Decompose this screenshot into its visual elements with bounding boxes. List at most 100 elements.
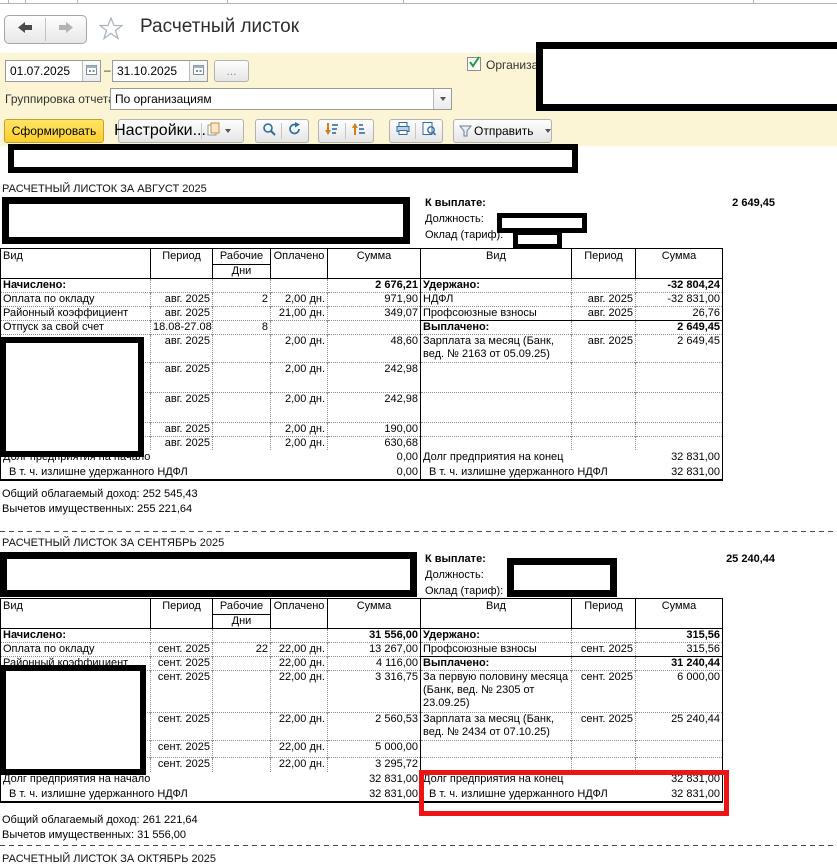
cell: Профсоюзные взносы [420, 642, 572, 657]
print-preview-button[interactable] [416, 120, 441, 142]
cell [420, 362, 572, 393]
salary-label: Оклад (тариф): [425, 229, 504, 241]
cell: авг. 2025 [150, 334, 213, 363]
generate-button[interactable]: Сформировать [4, 119, 104, 143]
back-button[interactable] [5, 16, 45, 43]
redaction-box-organization [536, 42, 837, 111]
search-button[interactable] [256, 120, 281, 142]
cell: 22,00 дн. [270, 642, 328, 657]
cell: 2 676,21 [327, 278, 421, 293]
date-from-value: 01.07.2025 [10, 64, 71, 78]
grid-remnant-tick [403, 0, 404, 4]
cell: 242,98 [327, 362, 421, 393]
cell: 22,00 дн. [270, 740, 328, 758]
cell [420, 740, 572, 758]
table-row: В т. ч. излишне удержанного НДФЛ 0,00 В т.… [1, 465, 723, 480]
cell [571, 740, 636, 758]
cell: 25 240,44 [635, 712, 723, 741]
deductions-line: Вычетов имущественных: 31 556,00 [2, 829, 187, 841]
history-nav [4, 15, 87, 44]
cell: 22,00 дн. [270, 712, 328, 741]
cell [420, 757, 572, 773]
cell [420, 422, 572, 437]
report-variants-icon [207, 122, 221, 141]
cell [571, 392, 636, 423]
grid-remnant-line [0, 3, 837, 4]
period-more-button[interactable]: ... [214, 60, 249, 82]
cell [571, 278, 636, 293]
cell: В т. ч. излишне удержанного НДФЛ [420, 465, 638, 480]
expand-groups-button[interactable] [346, 120, 372, 142]
organization-checkbox[interactable] [467, 56, 481, 71]
calendar-icon [193, 64, 204, 78]
cell: 0,00 [396, 451, 418, 463]
send-dropdown[interactable] [540, 120, 556, 142]
send-button[interactable]: Отправить [453, 119, 552, 143]
cell [212, 712, 271, 741]
cell [571, 656, 636, 671]
printer-icon [396, 122, 410, 140]
cell: 32 831,00 [369, 788, 418, 800]
cell: Районный коэффициент [0, 306, 151, 321]
organization-checkbox-label: Организа [486, 58, 539, 72]
cell: Долг предприятия на конец [420, 450, 638, 465]
cell: За первую половину месяца (Банк, вед. № … [420, 670, 572, 713]
cell: 190,00 [327, 422, 421, 437]
highlight-box [419, 770, 729, 816]
date-to-field[interactable]: 31.10.2025 [112, 60, 208, 82]
collapse-groups-button[interactable] [319, 120, 345, 142]
cell: Удержано: [420, 278, 572, 293]
date-from-field[interactable]: 01.07.2025 [5, 60, 101, 82]
cell [212, 392, 271, 423]
cell: 4 116,00 [327, 656, 421, 671]
redaction-box-employee-august [2, 197, 410, 244]
grouping-combo[interactable]: По организациям [110, 88, 452, 110]
toolbar-divider [281, 123, 282, 139]
settings-button[interactable]: Настройки... [114, 122, 206, 139]
debt-summary-august: Долг предприятия на начало 0,00 Долг предп… [0, 450, 723, 481]
grouping-dropdown-button[interactable] [433, 89, 451, 109]
cell: 21,00 дн. [270, 306, 328, 321]
col-header: Вид [0, 598, 151, 629]
cell: 48,60 [327, 334, 421, 363]
cell [571, 628, 636, 643]
cell: 630,68 [327, 436, 421, 451]
cell [635, 392, 723, 423]
cell [635, 422, 723, 437]
refresh-button[interactable] [282, 120, 307, 142]
grid-remnant-tick [8, 0, 9, 4]
cell [212, 334, 271, 363]
cell: 3 295,72 [327, 757, 421, 773]
report-variants-button[interactable] [202, 120, 236, 142]
cell [571, 757, 636, 773]
date-to-calendar-button[interactable] [189, 61, 207, 81]
cell: В т. ч. излишне удержанного НДФЛ [9, 788, 188, 800]
date-from-calendar-button[interactable] [82, 61, 100, 81]
cell: 2 649,45 [635, 334, 723, 363]
grid-remnant-tick [227, 0, 228, 4]
chevron-down-icon [544, 129, 551, 133]
cell [635, 757, 723, 773]
cell: сент. 2025 [571, 712, 636, 741]
cell: 32 831,00 [671, 451, 720, 463]
section-header-september: РАСЧЕТНЫЙ ЛИСТОК ЗА СЕНТЯБРЬ 2025 [2, 537, 225, 549]
favorite-star-icon[interactable] [98, 16, 124, 45]
cell: Профсоюзные взносы [420, 306, 572, 321]
pay-label: К выплате: [425, 197, 486, 209]
taxable-income-line: Общий облагаемый доход: 261 221,64 [2, 814, 198, 826]
col-header: Сумма [635, 248, 723, 279]
redaction-box-salary-august [513, 230, 562, 249]
cell: 242,98 [327, 392, 421, 423]
cell: Зарплата за месяц (Банк, вед. № 2434 от … [420, 712, 572, 741]
cell: 13 267,00 [327, 642, 421, 657]
cell: Долг предприятия на начало [3, 773, 151, 785]
debt-summary-september: Долг предприятия на начало 32 831,00 Долг … [0, 772, 723, 803]
cell: 32 831,00 [671, 773, 720, 785]
forward-button[interactable] [46, 16, 86, 43]
print-button[interactable] [390, 120, 415, 142]
section-header-august: РАСЧЕТНЫЙ ЛИСТОК ЗА АВГУСТ 2025 [2, 183, 207, 195]
table-row: Начислено: 31 556,00 Удержано: 315,56 [0, 628, 723, 643]
cell: сент. 2025 [571, 670, 636, 713]
col-header: Сумма [327, 248, 421, 279]
cell: 31 556,00 [327, 628, 421, 643]
